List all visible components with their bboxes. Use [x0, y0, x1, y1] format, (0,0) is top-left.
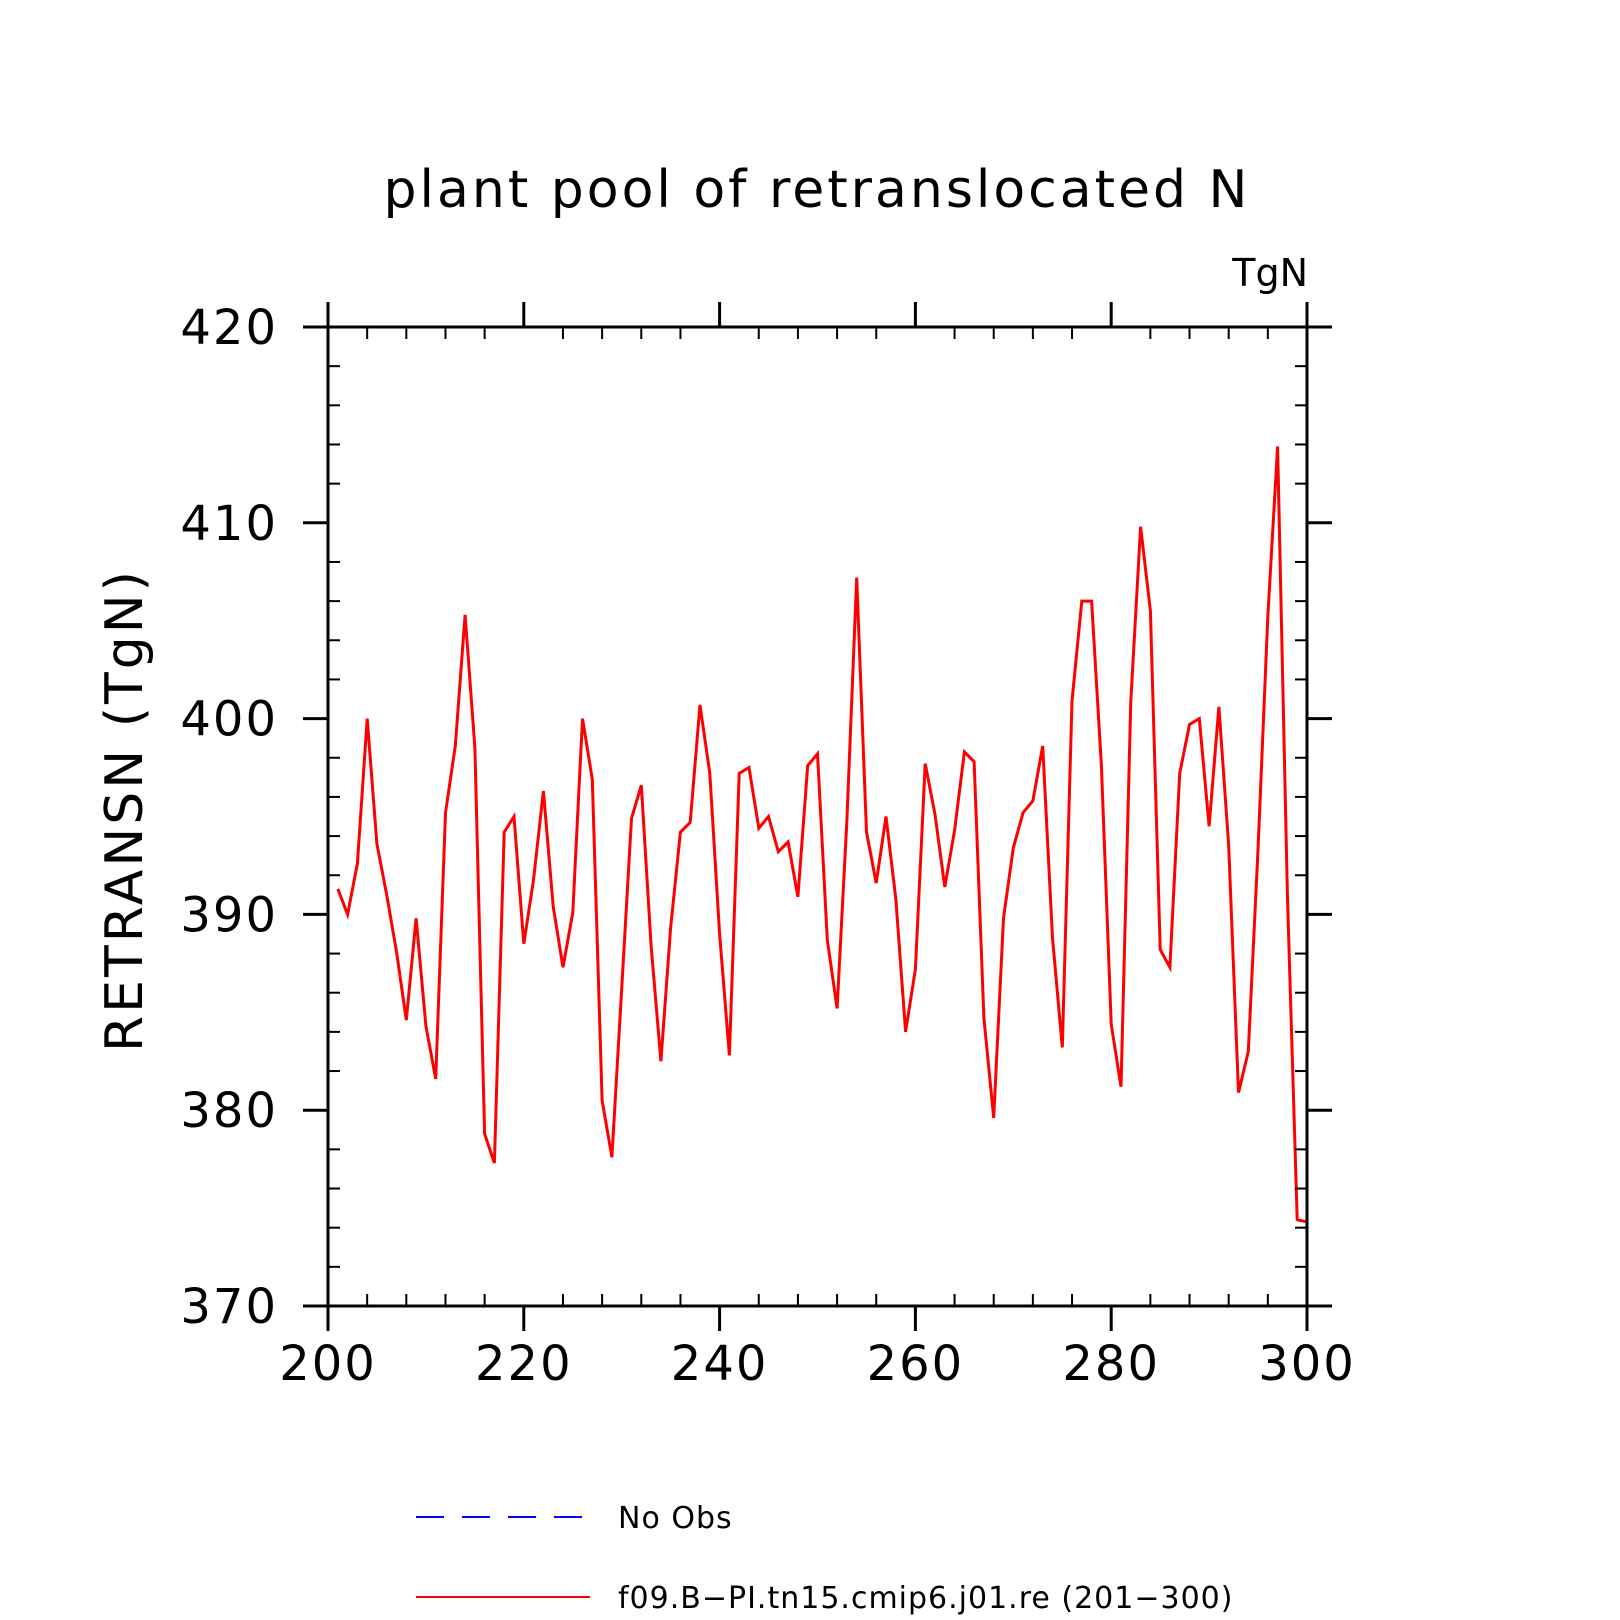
- axes: 200 220 240 260 280 300 370 380 390 400 410 420: [180, 300, 1356, 1392]
- x-tick-label: 200: [279, 1336, 377, 1392]
- x-tick-label: 300: [1258, 1336, 1356, 1392]
- series-line-0: [336, 446, 1308, 1224]
- legend: No Obs f09.B−PI.tn15.cmip6.j01.re (201−30…: [416, 1501, 1233, 1616]
- x-tick-label: 260: [867, 1336, 965, 1392]
- chart-title: plant pool of retranslocated N: [384, 160, 1251, 220]
- x-tick-label: 240: [671, 1336, 769, 1392]
- legend-label-0: No Obs: [618, 1501, 733, 1536]
- y-tick-label: 410: [180, 496, 278, 552]
- plot-area: [336, 446, 1308, 1224]
- y-tick-label: 420: [180, 300, 278, 356]
- units-label: TgN: [1231, 251, 1308, 295]
- x-tick-label: 220: [475, 1336, 573, 1392]
- y-tick-label: 390: [180, 887, 278, 943]
- y-tick-label: 370: [180, 1279, 278, 1335]
- legend-label-1: f09.B−PI.tn15.cmip6.j01.re (201−300): [618, 1581, 1233, 1616]
- y-tick-label: 380: [180, 1083, 278, 1139]
- y-tick-label: 400: [180, 692, 278, 748]
- y-axis-label: RETRANSN (TgN): [95, 568, 155, 1052]
- plot-frame: [326, 325, 1309, 1308]
- x-tick-label: 280: [1062, 1336, 1160, 1392]
